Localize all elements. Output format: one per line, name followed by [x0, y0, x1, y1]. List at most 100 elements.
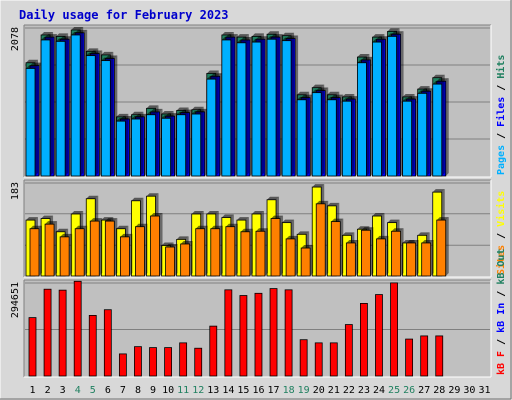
x-tick-label-10: 10 — [162, 385, 174, 396]
bar-top-sites-11 — [180, 240, 193, 244]
bar-top-sites-12 — [195, 225, 208, 229]
bar-side-sites-9 — [159, 213, 163, 276]
bar-top-sites-21 — [331, 218, 344, 222]
bar-top-pages-27 — [417, 90, 430, 94]
bar-top-visits-19 — [297, 231, 310, 235]
bar-side-sites-18 — [295, 235, 299, 276]
bar-top-pages-3 — [56, 38, 69, 42]
bar-side-pages-28 — [441, 81, 445, 176]
x-tick-label-30: 30 — [463, 385, 475, 396]
bar-sites-20 — [315, 203, 326, 277]
bar-side-sites-3 — [69, 233, 73, 276]
bar-sites-3 — [59, 236, 70, 277]
x-tick-label-16: 16 — [252, 385, 264, 396]
bar-side-sites-13 — [219, 225, 223, 276]
bar-top-files-2 — [45, 34, 58, 38]
bar-sites-14 — [225, 226, 236, 277]
bar-pages-21 — [326, 99, 337, 177]
bar-side-pages-12 — [200, 111, 204, 176]
bar-top-visits-5 — [86, 195, 99, 199]
bar-side-sites-16 — [264, 228, 268, 276]
bar-top-visits-7 — [116, 225, 129, 229]
legend-item-sites: Sites — [495, 245, 507, 275]
bar-side-pages-17 — [276, 36, 280, 176]
bar-pages-4 — [70, 34, 81, 177]
bar-top-hits-1 — [26, 59, 38, 63]
bar-kb-f-1 — [28, 317, 37, 377]
bar-kb-f-21 — [329, 342, 338, 377]
legend-item-kb-out: kB Out — [496, 249, 507, 285]
bar-side-pages-13 — [215, 76, 219, 176]
bar-top-pages-24 — [372, 39, 385, 43]
bar-top-sites-18 — [286, 235, 299, 239]
bar-sites-2 — [44, 223, 55, 277]
bar-top-sites-1 — [30, 225, 42, 229]
bar-top-sites-25 — [391, 228, 404, 232]
bar-top-hits-18 — [282, 32, 295, 36]
bar-pages-16 — [251, 41, 262, 177]
bar-top-pages-20 — [312, 89, 325, 93]
bar-kb-f-4 — [73, 280, 82, 377]
bar-kb-f-6 — [103, 309, 112, 377]
bar-kb-f-7 — [118, 353, 127, 377]
bar-side-pages-21 — [336, 96, 340, 176]
bar-top-sites-2 — [45, 221, 58, 225]
bar-top-visits-12 — [191, 211, 204, 214]
bar-top-sites-10 — [165, 244, 178, 248]
bar-pages-18 — [281, 40, 292, 177]
bar-top-files-15 — [240, 36, 253, 40]
bar-kb-f-3 — [58, 289, 67, 377]
bar-top-sites-17 — [271, 215, 284, 219]
bar-top-sites-13 — [210, 225, 223, 229]
bar-pages-1 — [25, 68, 36, 177]
bar-top-hits-20 — [312, 84, 325, 88]
bar-top-sites-8 — [135, 223, 148, 227]
bar-top-pages-2 — [41, 36, 54, 40]
x-tick-label-1: 1 — [30, 385, 36, 396]
bar-top-visits-21 — [327, 202, 340, 206]
bar-pages-6 — [100, 60, 111, 177]
bar-top-visits-13 — [206, 211, 219, 214]
bar-pages-22 — [341, 100, 352, 177]
bar-top-sites-3 — [60, 233, 73, 237]
bar-top-pages-7 — [116, 118, 129, 122]
bar-side-pages-1 — [35, 65, 38, 176]
bar-side-sites-7 — [129, 233, 133, 276]
bar-top-visits-15 — [236, 217, 249, 221]
bar-top-pages-18 — [282, 37, 295, 41]
bar-pages-24 — [372, 41, 382, 177]
bar-top-pages-4 — [71, 31, 84, 35]
bar-top-hits-15 — [236, 34, 249, 38]
bar-top-visits-18 — [282, 219, 295, 223]
bar-top-hits-21 — [327, 91, 340, 95]
bar-pages-12 — [191, 113, 202, 177]
bar-top-visits-22 — [342, 232, 355, 236]
x-tick-label-12: 12 — [192, 385, 204, 396]
bar-pages-20 — [311, 92, 322, 177]
bar-top-sites-22 — [346, 239, 359, 243]
bar-sites-6 — [104, 220, 115, 277]
x-tick-label-18: 18 — [283, 385, 295, 396]
x-tick-label-17: 17 — [268, 385, 280, 396]
x-tick-label-27: 27 — [418, 385, 430, 396]
bar-kb-f-18 — [284, 289, 293, 377]
x-tick-label-19: 19 — [298, 385, 310, 396]
legend-item-hits: Hits — [495, 55, 507, 79]
legend-hits-files-pages: Pages / Files / Hits — [495, 55, 507, 175]
bar-kb-f-10 — [164, 347, 172, 377]
bar-top-pages-12 — [191, 111, 204, 115]
y-max-label: 2078 — [10, 27, 21, 51]
bar-top-pages-10 — [161, 115, 174, 119]
bar-pages-5 — [85, 55, 96, 177]
chart-title: Daily usage for February 2023 — [19, 8, 229, 22]
bar-side-sites-10 — [174, 244, 178, 276]
bar-top-pages-11 — [176, 111, 189, 115]
bar-top-hits-13 — [206, 70, 219, 74]
legend-item-kb-f: kB F — [496, 351, 507, 375]
bar-side-sites-20 — [325, 200, 329, 276]
bar-side-pages-11 — [185, 111, 189, 176]
bar-top-files-14 — [225, 34, 238, 38]
bar-top-visits-9 — [146, 193, 159, 197]
bar-kb-f-22 — [344, 324, 353, 377]
